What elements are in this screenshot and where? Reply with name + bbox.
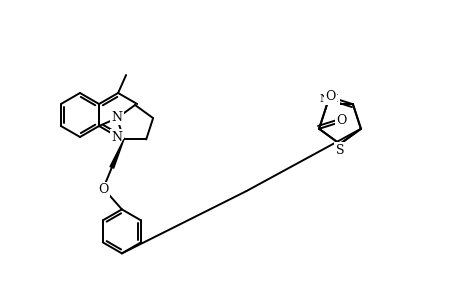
Polygon shape: [110, 140, 123, 168]
Text: O: O: [99, 183, 109, 196]
Text: S: S: [335, 143, 343, 157]
Text: N: N: [112, 130, 123, 143]
Text: N: N: [111, 111, 122, 124]
Text: NH: NH: [319, 94, 338, 104]
Text: O: O: [325, 90, 336, 103]
Text: O: O: [335, 114, 346, 127]
